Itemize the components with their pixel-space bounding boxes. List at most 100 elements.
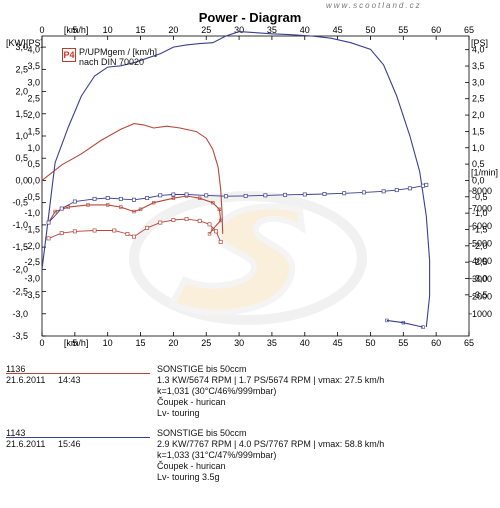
run-date: 21.6.2011 — [6, 375, 46, 385]
ps-tick-label: -2,0 — [24, 241, 40, 251]
rpm-point — [214, 229, 219, 234]
rpm-point — [184, 192, 189, 197]
run-power: 2.9 KW/7767 RPM | 4.0 PS/7767 RPM | vmax… — [157, 439, 385, 449]
rpm-tick-label: 5000 — [472, 239, 492, 249]
x-tick-label-bottom: 20 — [168, 338, 178, 348]
x-tick-label-bottom: 5 — [72, 338, 77, 348]
rpm-tick-label: 4000 — [472, 256, 492, 266]
loss-point — [211, 227, 215, 232]
rpm-point — [171, 192, 176, 197]
loss-point — [132, 209, 136, 214]
run-color-line — [6, 437, 150, 438]
run-power: 1.3 KW/5674 RPM | 1.7 PS/5674 RPM | vmax… — [157, 375, 385, 385]
run-date: 21.6.2011 — [6, 439, 46, 449]
ps-tick-label: -3,0 — [24, 274, 40, 284]
run-id: 1136 — [6, 364, 26, 374]
loss-point — [66, 205, 70, 209]
rpm-tick-label: 6000 — [472, 221, 492, 231]
run-record-2: 1143 21.6.2011 15:46 SONSTIGE bis 50ccm … — [0, 428, 500, 508]
rpm-point — [46, 236, 51, 241]
x-tick-label-top: 20 — [168, 25, 178, 35]
x-tick-label-bottom: 35 — [267, 338, 277, 348]
loss-point — [151, 200, 156, 205]
rpm-point — [158, 193, 163, 198]
rpm-point — [421, 183, 425, 188]
loss-point — [211, 200, 215, 205]
ps-tick-label: 4,0 — [27, 45, 40, 55]
rpm-point — [263, 193, 268, 198]
rpm-point — [59, 206, 64, 211]
rpm-point — [424, 182, 429, 187]
kw-tick-label: -1,5 — [12, 242, 28, 252]
rpm-tick-label: 3000 — [472, 274, 492, 284]
ps-tick-label: 1,5 — [27, 126, 40, 136]
rpm-point — [158, 220, 163, 225]
x-tick-label-bottom: 30 — [234, 338, 244, 348]
rpm-point — [92, 228, 97, 233]
kw-tick-label: 0,5 — [15, 153, 28, 163]
rpm-point — [302, 192, 307, 197]
chart-title: Power - Diagram — [199, 10, 302, 25]
rpm-point — [145, 196, 150, 200]
loss-point — [171, 196, 176, 200]
run-class: SONSTIGE bis 50ccm — [157, 364, 247, 374]
series-1143 — [41, 31, 431, 329]
ps-tick-label: 0,5 — [27, 159, 40, 169]
x-tick-label-top: 60 — [431, 25, 441, 35]
loss-point — [86, 203, 90, 207]
loss-point — [197, 196, 202, 200]
x-tick-label-bottom: 55 — [398, 338, 408, 348]
x-tick-label-top: 5 — [72, 25, 77, 35]
run-record-1: 1136 21.6.2011 14:43 SONSTIGE bis 50ccm … — [0, 364, 500, 444]
rpm-point — [322, 192, 327, 196]
run-owner: Čoupek - hurican — [157, 397, 226, 407]
rpm-point — [381, 189, 386, 194]
ps-tick-label: -0,5 — [24, 192, 40, 202]
ps-tick-label-right: 0,5 — [472, 159, 485, 169]
loss-point — [421, 325, 425, 329]
loss-point — [53, 209, 57, 214]
ps-tick-label-right: -2,5 — [472, 257, 488, 267]
rpm-point — [394, 188, 399, 193]
y-axis-label-ps-right: [PS] — [471, 38, 488, 48]
kw-tick-label: 1,5 — [15, 109, 28, 119]
power-curve — [41, 123, 224, 234]
rpm-tick-label: 2000 — [472, 291, 492, 301]
chart-axes: 0055101015152020252530303535404045455050… — [6, 25, 498, 348]
ps-tick-label-right: -0,5 — [472, 192, 488, 202]
loss-point — [207, 232, 212, 236]
plot-frame — [41, 35, 470, 337]
ps-tick-label-right: -1,0 — [472, 208, 488, 218]
x-tick-label-bottom: 50 — [365, 338, 375, 348]
rpm-point — [125, 232, 130, 236]
rpm-point — [361, 190, 366, 195]
loss-point — [385, 318, 389, 323]
x-tick-label-top: 40 — [300, 25, 310, 35]
x-tick-label-top: 10 — [103, 25, 113, 35]
rpm-point — [132, 234, 136, 239]
ps-tick-label-right: 1,5 — [472, 126, 485, 136]
x-tick-label-top: 65 — [464, 25, 474, 35]
chart-series — [41, 31, 431, 329]
run-setup: Lv- touring 3.5g — [157, 472, 220, 482]
x-tick-label-top: 45 — [333, 25, 343, 35]
rpm-point — [342, 191, 347, 196]
x-tick-label-top: 35 — [267, 25, 277, 35]
ps-tick-label: 2,0 — [27, 110, 40, 120]
x-tick-label-bottom: 10 — [103, 338, 113, 348]
x-tick-label-top: 30 — [234, 25, 244, 35]
x-tick-label-bottom: 40 — [300, 338, 310, 348]
kw-tick-label: 3,0 — [15, 42, 28, 52]
ps-tick-label-right: 1,0 — [472, 143, 485, 153]
x-tick-label-bottom: 15 — [136, 338, 146, 348]
run-details: SONSTIGE bis 50ccm 2.9 KW/7767 RPM | 4.0… — [157, 428, 384, 483]
rpm-tick-label: 1000 — [472, 309, 492, 319]
rpm-point — [105, 196, 110, 200]
loss-curve — [386, 319, 424, 328]
rpm-point — [204, 193, 209, 198]
ps-tick-label: 2,5 — [27, 94, 40, 104]
kw-tick-label: -1,0 — [12, 220, 28, 230]
rpm-tick-label: 7000 — [472, 204, 492, 214]
